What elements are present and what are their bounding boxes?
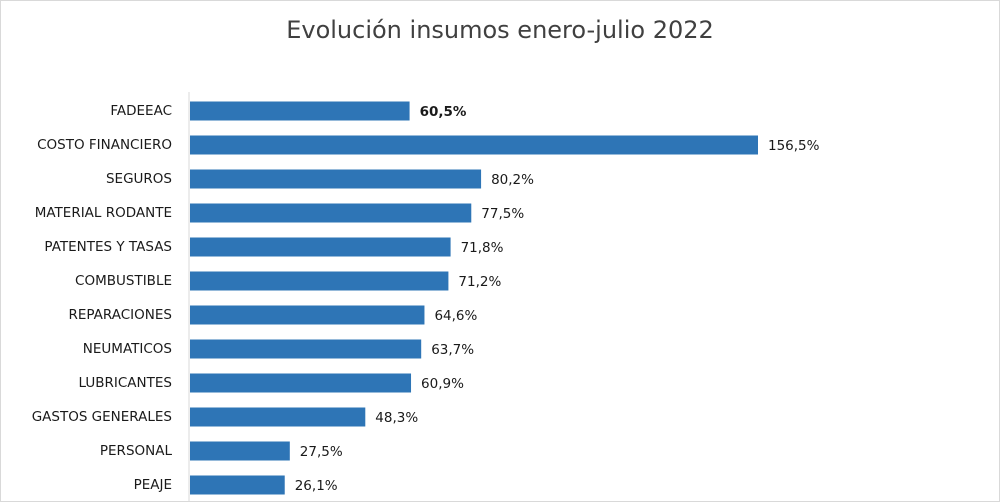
category-label: PEAJE [134, 477, 172, 493]
value-label: 80,2% [491, 172, 534, 188]
bar [190, 271, 449, 291]
value-label: 77,5% [481, 206, 524, 222]
category-label: COMBUSTIBLE [75, 273, 172, 289]
category-label: FADEEAC [110, 103, 172, 119]
bar [190, 305, 425, 325]
category-label: PATENTES Y TASAS [44, 239, 172, 255]
bar [190, 169, 482, 189]
category-label: PERSONAL [100, 443, 173, 459]
value-label: 27,5% [300, 444, 343, 460]
value-label: 64,6% [434, 308, 477, 324]
bar [190, 101, 410, 121]
value-label: 63,7% [431, 342, 474, 358]
category-label: GASTOS GENERALES [32, 409, 172, 425]
bar [190, 407, 366, 427]
category-label: LUBRICANTES [79, 375, 172, 391]
value-label: 71,2% [458, 274, 501, 290]
bar [190, 203, 472, 223]
value-label: 48,3% [375, 410, 418, 426]
value-label: 60,9% [421, 376, 464, 392]
bar [190, 441, 290, 461]
bar [190, 237, 451, 257]
value-label: 26,1% [295, 478, 338, 494]
chart-title: Evolución insumos enero-julio 2022 [286, 16, 714, 44]
bar [190, 373, 412, 393]
value-label: 60,5% [420, 104, 467, 120]
value-label: 71,8% [461, 240, 504, 256]
bar [190, 475, 285, 495]
category-label: NEUMATICOS [83, 341, 172, 357]
category-label: MATERIAL RODANTE [35, 205, 172, 221]
bar [190, 339, 422, 359]
category-label: SEGUROS [106, 171, 172, 187]
category-label: COSTO FINANCIERO [37, 137, 172, 153]
bar [190, 135, 758, 155]
category-label: REPARACIONES [69, 307, 173, 323]
value-label: 156,5% [768, 138, 820, 154]
